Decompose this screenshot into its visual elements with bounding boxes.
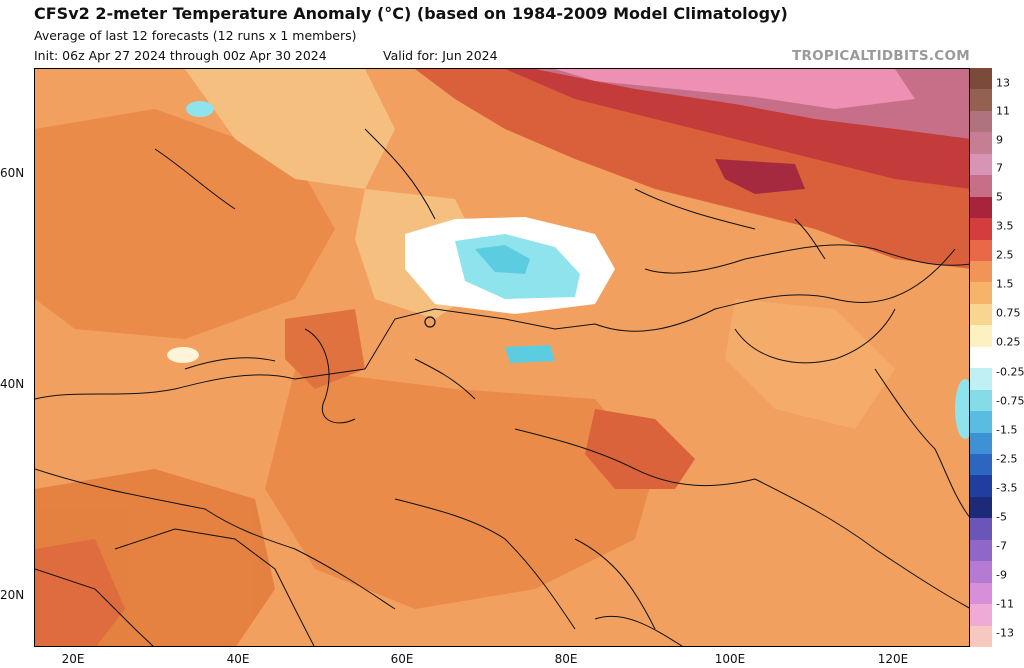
colorbar-swatch <box>970 539 992 562</box>
anomaly-region-warm-strong <box>585 409 695 489</box>
anomaly-map <box>34 68 970 647</box>
lon-label-60e: 60E <box>390 652 414 666</box>
colorbar-label: -13 <box>996 626 1014 640</box>
colorbar-label: -5 <box>996 510 1007 524</box>
colorbar-label: 3.5 <box>996 219 1014 233</box>
colorbar-swatch <box>970 582 992 605</box>
colorbar-label: 1.5 <box>996 277 1014 291</box>
colorbar-swatch <box>970 132 992 155</box>
colorbar-swatch <box>970 346 992 369</box>
lat-label-40n: 40N <box>0 377 25 391</box>
anomaly-region-neutral <box>167 347 199 363</box>
colorbar-label: 13 <box>996 76 1010 90</box>
colorbar-swatch <box>970 303 992 326</box>
anomaly-region-very-hot <box>715 159 805 194</box>
colorbar-label: -1.5 <box>996 423 1018 437</box>
colorbar-label: 2.5 <box>996 248 1014 262</box>
site-watermark: TROPICALTIDBITS.COM <box>791 48 970 64</box>
map-title: CFSv2 2-meter Temperature Anomaly (°C) (… <box>34 4 788 23</box>
lon-label-20e: 20E <box>61 652 85 666</box>
colorbar: 13 11 9 7 5 3.5 2.5 1.5 0.75 0.25 -0.25 -0.75 -1.5 -2… <box>970 68 1024 648</box>
lon-label-120e: 120E <box>877 652 909 666</box>
anomaly-region-cool <box>955 379 969 439</box>
colorbar-swatch <box>970 261 992 283</box>
colorbar-swatch <box>970 175 992 198</box>
lat-label-60n: 60N <box>0 166 25 180</box>
colorbar-swatch <box>970 89 992 112</box>
colorbar-swatch <box>970 282 992 305</box>
colorbar-swatch <box>970 239 992 262</box>
colorbar-swatch <box>970 389 992 412</box>
anomaly-region-cool <box>186 101 214 117</box>
colorbar-swatch <box>970 196 992 219</box>
colorbar-label: 5 <box>996 190 1003 204</box>
lat-label-20n: 20N <box>0 588 25 602</box>
colorbar-label: -7 <box>996 539 1007 553</box>
colorbar-swatch <box>970 411 992 434</box>
colorbar-label: 9 <box>996 133 1003 147</box>
anomaly-region-warm-light <box>725 299 895 429</box>
anomaly-region-warm-strong <box>35 539 125 646</box>
anomaly-region-warm-medium <box>35 109 335 339</box>
anomaly-field <box>35 69 895 646</box>
lon-label-100e: 100E <box>714 652 746 666</box>
colorbar-label: -0.25 <box>996 365 1024 379</box>
anomaly-region-cool <box>505 345 555 363</box>
lake-marker <box>424 316 436 328</box>
map-subtitle: Average of last 12 forecasts (12 runs x … <box>34 28 357 43</box>
colorbar-swatch <box>970 518 992 541</box>
colorbar-label: -3.5 <box>996 481 1018 495</box>
valid-time: Valid for: Jun 2024 <box>383 48 498 63</box>
anomaly-region-warm-light <box>185 69 395 189</box>
colorbar-swatch <box>970 604 992 627</box>
colorbar-label: 7 <box>996 161 1003 175</box>
colorbar-swatch <box>970 432 992 455</box>
colorbar-label: -2.5 <box>996 452 1018 466</box>
colorbar-label: -11 <box>996 597 1014 611</box>
anomaly-region-extreme-pink <box>555 69 915 109</box>
colorbar-label: 0.25 <box>996 335 1021 349</box>
colorbar-label: 0.75 <box>996 306 1021 320</box>
colorbar-label: -0.75 <box>996 394 1024 408</box>
init-time: Init: 06z Apr 27 2024 through 00z Apr 30… <box>34 48 327 63</box>
colorbar-swatch <box>970 325 992 348</box>
lon-label-40e: 40E <box>226 652 250 666</box>
anomaly-region-cold <box>475 245 530 274</box>
colorbar-swatch <box>970 153 992 176</box>
colorbar-swatch <box>970 625 992 648</box>
colorbar-swatch <box>970 68 992 90</box>
country-borders <box>35 128 969 646</box>
colorbar-label: -9 <box>996 568 1007 582</box>
colorbar-swatch <box>970 496 992 519</box>
colorbar-swatch <box>970 368 992 391</box>
colorbar-swatch <box>970 561 992 584</box>
colorbar-swatch <box>970 454 992 476</box>
anomaly-region-warm-medium <box>265 369 655 609</box>
colorbar-swatch <box>970 475 992 498</box>
lon-label-80e: 80E <box>554 652 578 666</box>
colorbar-swatch <box>970 218 992 241</box>
colorbar-swatch <box>970 110 992 133</box>
colorbar-label: 11 <box>996 104 1010 118</box>
